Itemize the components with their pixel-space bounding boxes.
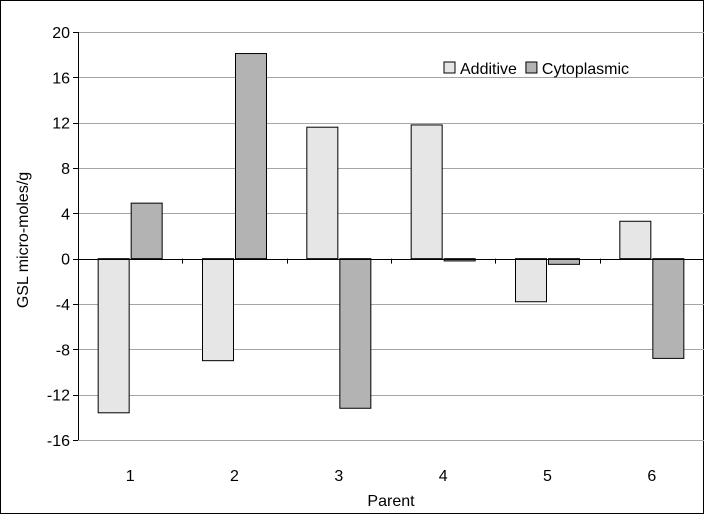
bar-additive-6: [619, 220, 652, 260]
bar-additive-2: [202, 258, 234, 362]
gridlines: [78, 32, 704, 441]
legend-label-additive: Additive: [460, 61, 517, 78]
bar-additive-3: [306, 126, 339, 260]
bar-cytoplasmic-6: [652, 258, 685, 359]
bar-additive-5: [515, 258, 547, 303]
x-tick-label: 4: [439, 468, 448, 485]
bar-cytoplasmic-3: [339, 258, 372, 409]
bar-cytoplasmic-5: [548, 258, 580, 265]
x-tick-label: 2: [230, 468, 239, 485]
bar-cytoplasmic-2: [235, 53, 267, 260]
y-tick-label: 4: [61, 206, 70, 223]
y-axis-label: GSL micro-moles/g: [15, 172, 32, 308]
legend-swatch-additive: [443, 61, 456, 74]
y-tick-label: 20: [52, 25, 70, 42]
legend-swatch-cytoplasmic: [525, 61, 538, 74]
bar-cytoplasmic-1: [130, 202, 163, 260]
x-axis-label: Parent: [367, 493, 415, 510]
legend-label-cytoplasmic: Cytoplasmic: [542, 61, 629, 78]
x-tick-label: 6: [647, 468, 656, 485]
x-tick-labels: 1 2 3 4 5 6: [126, 468, 657, 485]
bar-additive-4: [410, 124, 443, 260]
x-tick-label: 1: [126, 468, 135, 485]
y-tick-label: -8: [56, 342, 70, 359]
axes: [73, 32, 704, 441]
x-tick-label: 3: [334, 468, 343, 485]
y-tick-label: 0: [61, 252, 70, 269]
y-tick-label: 12: [52, 116, 70, 133]
bar-additive-1: [97, 258, 130, 414]
y-tick-label: 8: [61, 161, 70, 178]
legend: Additive Cytoplasmic: [443, 61, 629, 78]
bars: [97, 53, 685, 414]
y-tick-label: -4: [56, 297, 70, 314]
y-tick-label: -12: [47, 388, 70, 405]
x-tick-label: 5: [543, 468, 552, 485]
y-tick-label: 16: [52, 70, 70, 87]
y-tick-label: -16: [47, 433, 70, 450]
y-tick-labels: 20 16 12 8 4 0 -4 -8 -12 -16: [47, 25, 70, 450]
